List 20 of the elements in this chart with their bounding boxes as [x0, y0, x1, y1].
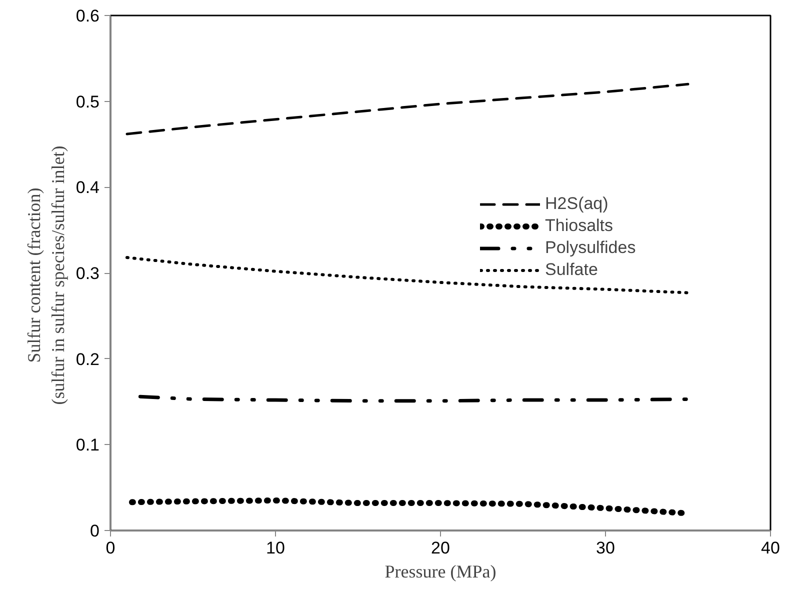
- x-tick-label: 0: [106, 538, 116, 558]
- y-axis-title: Sulfur content (fraction) (sulfur in sulfur species/sulfur inlet): [24, 146, 68, 405]
- y-tick-label: 0.6: [76, 6, 100, 26]
- y-tick-label: 0.5: [76, 92, 100, 112]
- legend-label: Sulfate: [545, 260, 598, 280]
- y-tick-label: 0.4: [76, 178, 100, 198]
- x-tick-label: 30: [596, 538, 615, 558]
- y-tick-label: 0: [90, 522, 100, 540]
- legend-label: Polysulfides: [545, 238, 636, 258]
- legend-label: Thiosalts: [545, 216, 614, 236]
- line-series: [126, 82, 690, 136]
- y-tick-label: 0.2: [76, 350, 100, 369]
- legend-label: H2S(aq): [545, 194, 608, 214]
- x-tick-label: 40: [761, 538, 780, 558]
- y-tick-label: 0.3: [76, 264, 100, 283]
- y-tick-label: 0.1: [76, 436, 100, 455]
- x-tick-label: 10: [266, 538, 285, 558]
- line-series: [126, 256, 690, 294]
- x-axis-title: Pressure (MPa): [384, 562, 496, 582]
- x-tick-label: 20: [431, 538, 450, 558]
